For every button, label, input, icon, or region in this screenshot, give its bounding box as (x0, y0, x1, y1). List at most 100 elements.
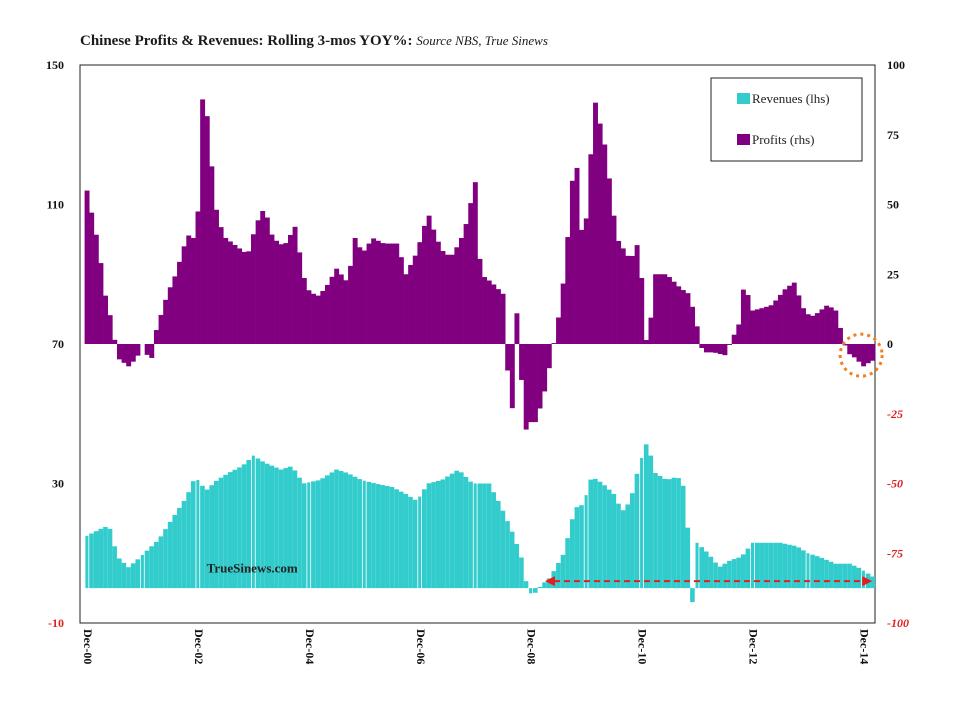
profit-bar (130, 344, 136, 362)
revenue-bar (255, 458, 261, 589)
revenue-bar (334, 469, 339, 589)
revenue-bar (454, 470, 459, 589)
revenue-bar (532, 588, 538, 593)
profit-bar (639, 277, 645, 344)
profit-bar (495, 289, 501, 344)
revenue-bar (662, 478, 667, 589)
revenue-bar (264, 463, 270, 589)
profit-bar (177, 261, 182, 344)
revenue-bar (269, 465, 275, 589)
profit-bar (126, 344, 132, 367)
revenue-bar (676, 478, 681, 589)
profit-bar (764, 306, 769, 344)
revenue-bar (713, 562, 718, 589)
revenue-bar (167, 521, 173, 589)
arrow-head-right (862, 576, 873, 587)
revenue-bar (158, 536, 164, 589)
profit-bar (329, 276, 335, 344)
legend-swatch-revenues (737, 93, 750, 104)
revenue-bar (482, 483, 487, 589)
profit-bar (574, 167, 580, 344)
revenue-bar (588, 479, 594, 589)
revenue-bar (278, 469, 284, 589)
profit-bar (195, 211, 201, 344)
profit-bar (297, 252, 303, 344)
profit-bar (348, 265, 353, 344)
revenue-bar (301, 483, 307, 589)
profit-bar (505, 344, 511, 371)
revenue-bar (851, 565, 857, 589)
profit-bar (722, 344, 728, 356)
profit-bar (227, 241, 233, 344)
revenue-bar (751, 542, 755, 589)
revenue-bar (680, 485, 686, 589)
revenue-bar (287, 466, 293, 589)
profit-bar (810, 315, 816, 344)
revenue-bar (505, 521, 510, 589)
revenue-bar (620, 510, 626, 589)
profit-bar (306, 290, 312, 344)
revenue-bar (814, 556, 820, 589)
revenue-bar (343, 472, 349, 589)
left-axis-tick-label: -10 (48, 616, 64, 630)
revenue-bar (546, 578, 552, 589)
profit-bar (606, 178, 612, 344)
profit-bar (315, 295, 321, 344)
profit-bar (153, 330, 159, 344)
revenue-bar (204, 489, 210, 589)
revenue-bar (529, 588, 533, 594)
profit-bar (569, 180, 575, 344)
revenue-bar (177, 507, 182, 589)
profit-bar (287, 234, 293, 344)
revenue-bar (403, 493, 409, 589)
revenue-bar (833, 563, 839, 589)
profit-bar (269, 234, 275, 344)
profit-bar (209, 166, 215, 344)
profit-bar (777, 294, 783, 344)
profit-bar (842, 344, 848, 346)
profit-bar (445, 254, 451, 344)
revenue-bar (856, 567, 862, 589)
profit-bar (583, 218, 589, 344)
revenue-bar (717, 566, 723, 589)
profit-bar (736, 324, 742, 344)
profit-bar (232, 244, 238, 344)
profit-bar (380, 243, 386, 344)
profit-bar (237, 248, 243, 344)
right-axis-tick-label: 25 (887, 267, 899, 281)
profit-bar (634, 245, 640, 344)
profit-bar (223, 237, 229, 344)
profit-bar (551, 343, 557, 344)
x-axis-tick-label: Dec-08 (525, 629, 539, 664)
revenue-bar (103, 526, 108, 589)
x-axis-tick-label: Dec-14 (858, 629, 872, 664)
arrow-head-left (544, 576, 555, 587)
profit-bar (717, 344, 723, 354)
revenue-bar (847, 563, 852, 589)
x-axis-tick-label: Dec-12 (747, 629, 761, 664)
revenue-bar (459, 472, 464, 589)
profit-bar (625, 255, 631, 344)
revenue-bar (787, 544, 792, 589)
profit-bar (754, 309, 760, 344)
profit-bar (144, 344, 150, 355)
revenue-bar (186, 492, 191, 589)
revenue-bar (842, 563, 848, 589)
revenue-bar (412, 499, 418, 589)
revenue-bar (85, 535, 89, 589)
revenue-bar (181, 500, 187, 589)
profit-bar (782, 289, 788, 344)
profit-bar (865, 344, 871, 364)
revenue-bar (190, 481, 196, 589)
revenue-bar (630, 493, 635, 589)
revenue-bar (782, 543, 788, 589)
profit-bar (412, 255, 418, 344)
profit-bar (417, 242, 423, 344)
revenue-bar (819, 557, 825, 589)
profit-bar (200, 99, 206, 344)
profit-bar (768, 305, 774, 344)
revenue-bar (640, 457, 644, 589)
revenue-bar (509, 531, 515, 589)
profit-bar (861, 344, 867, 367)
revenue-bar (597, 481, 603, 589)
